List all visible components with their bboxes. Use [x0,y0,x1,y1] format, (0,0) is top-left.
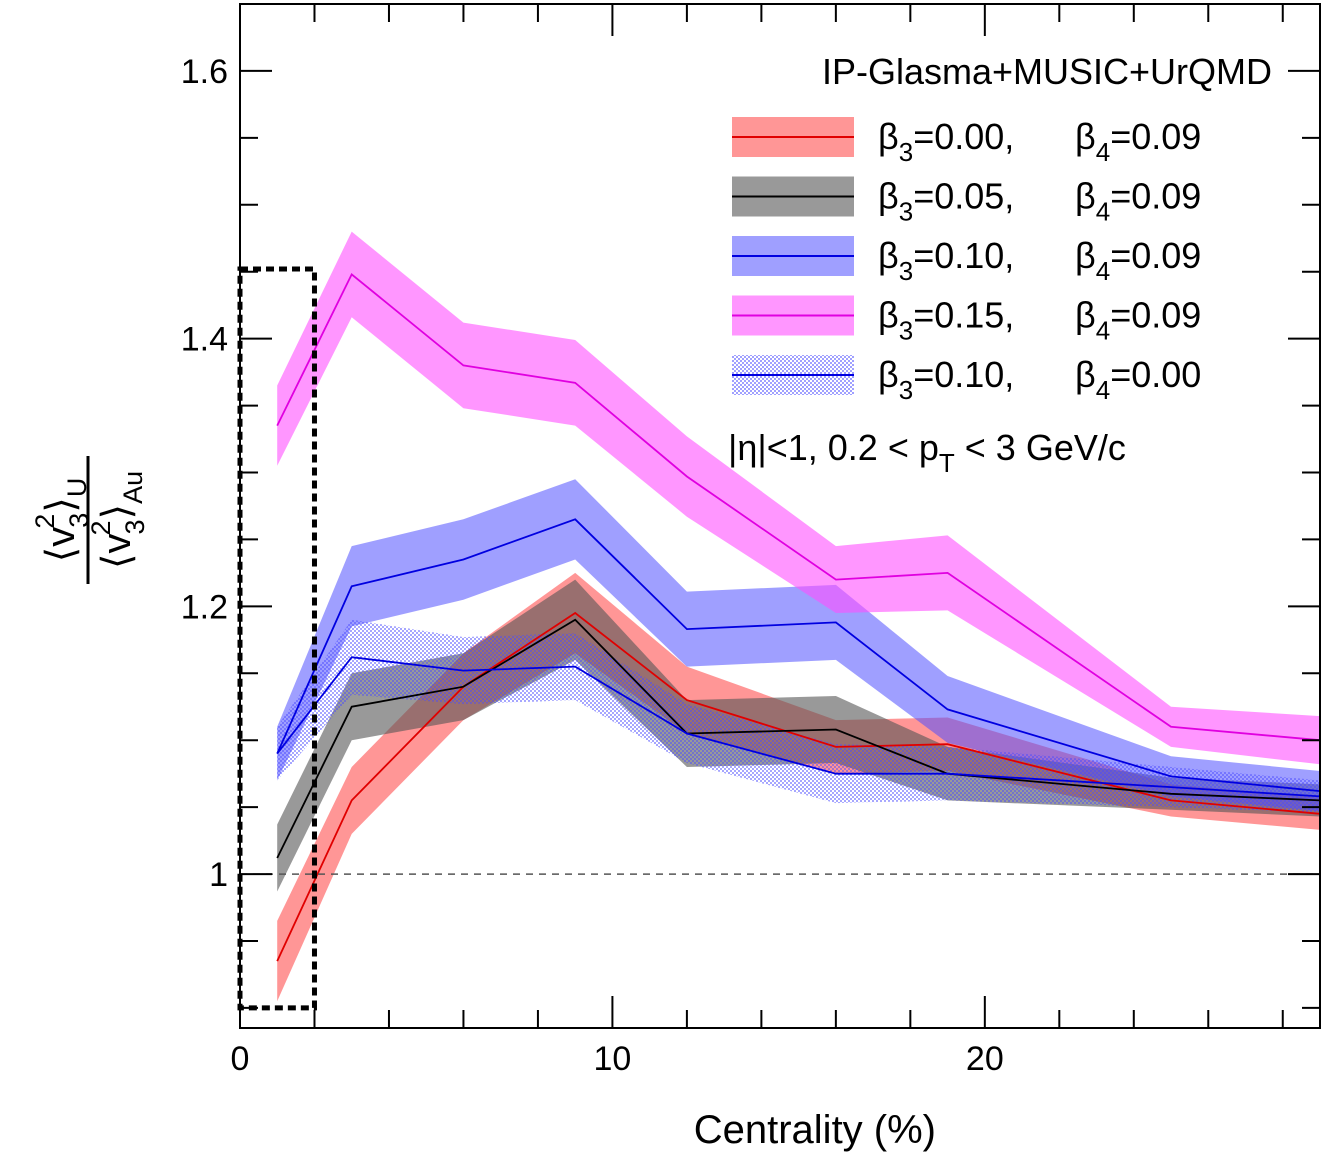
legend-label: β3=0.00, β4=0.09 [878,116,1201,167]
y-tick-label: 1 [209,856,228,894]
y-axis-title-numerator: ⟨v2 3⟩U [30,478,94,563]
uncertainty-bands [277,231,1320,1002]
legend-label: β3=0.10, β4=0.09 [878,235,1201,286]
series-lines [276,272,1320,962]
legend-label: β3=0.05, β4=0.09 [878,176,1201,227]
x-tick-label: 0 [231,1040,250,1078]
band-series-2 [277,479,1320,812]
x-axis-title: Centrality (%) [694,1108,936,1152]
band-series-3 [277,231,1320,765]
legend-entry: β3=0.05, β4=0.09 [732,176,1201,227]
legend-label: β3=0.10, β4=0.00 [878,354,1201,405]
legend-title: IP-Glasma+MUSIC+UrQMD [822,51,1272,92]
line-series-2 [276,518,1320,792]
legend-entry: β3=0.15, β4=0.09 [732,295,1201,346]
highlight-box-group [237,266,317,1011]
legend-entries: β3=0.00, β4=0.09 β3=0.05, β4=0.09 β3=0.10, β4… [732,116,1201,405]
y-tick-label: 1.6 [181,53,228,91]
annotation-post: < 3 GeV/c [955,427,1126,468]
y-tick-label: 1.2 [181,588,228,626]
line-series-4 [276,656,1320,798]
x-tick-label: 20 [966,1040,1004,1078]
y-axis-title: ⟨v2 3⟩U ⟨v2 3⟩Au [30,456,150,584]
legend-entry: β3=0.00, β4=0.09 [732,116,1201,167]
legend: IP-Glasma+MUSIC+UrQMD β3=0.00, β4=0.09β3=… [732,51,1272,405]
line-series-0 [276,611,1320,962]
legend-entry: β3=0.10, β4=0.09 [732,235,1201,286]
highlight-box [237,266,317,1011]
axes: 1 1.2 1.4 1.6 0 10 20 [181,3,1321,1078]
plot-frame [239,3,1321,1029]
y-axis-title-denominator: ⟨v2 3⟩Au [86,471,150,569]
kinematic-cuts-annotation: |η|<1, 0.2 < pT < 3 GeV/c [728,427,1126,478]
y-tick-label: 1.4 [181,321,228,359]
line-series-3 [276,272,1320,742]
legend-entry: β3=0.10, β4=0.00 [732,354,1201,405]
x-tick-label: 10 [593,1040,631,1078]
annotation-sub: T [939,448,955,478]
annotation-pre: |η|<1, 0.2 < p [728,427,939,468]
legend-label: β3=0.15, β4=0.09 [878,295,1201,346]
